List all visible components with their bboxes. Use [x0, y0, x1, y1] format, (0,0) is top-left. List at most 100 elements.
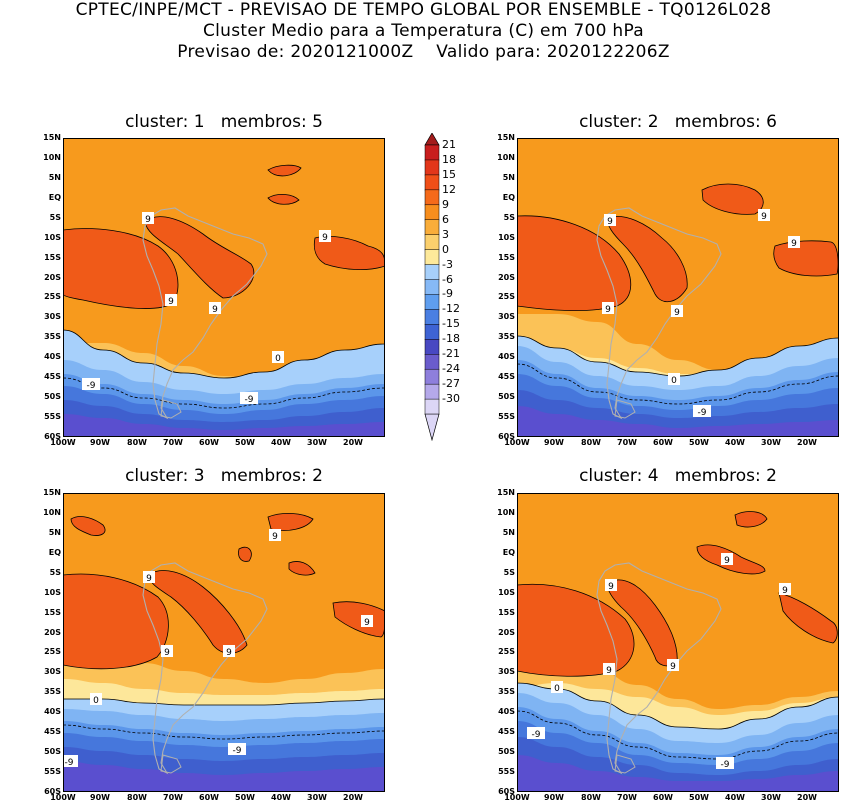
svg-text:9: 9	[164, 648, 170, 658]
contour-label-minus9: -9	[82, 378, 100, 391]
warm-core-1	[517, 583, 635, 677]
lat-tick-label: 5N	[48, 527, 61, 537]
contour-label-9: 9	[667, 659, 679, 672]
lat-tick-label: 10N	[497, 152, 515, 162]
colorbar-swatch	[424, 294, 440, 310]
warm-core-3	[701, 183, 764, 215]
lat-tick-label: 10N	[497, 507, 515, 517]
contour-label-minus9: -9	[228, 743, 246, 756]
contour-label-0: 0	[90, 693, 102, 706]
lon-tick-label: 50W	[689, 793, 709, 802]
lon-tick-label: 90W	[544, 793, 564, 802]
lat-tick-label: 30S	[44, 667, 61, 677]
lat-tick-label: 30S	[498, 312, 515, 322]
svg-text:9: 9	[674, 308, 680, 318]
lat-tick-label: 10S	[44, 232, 61, 242]
map-canvas-3: 9 9 9 9 9 0 -9 -9	[63, 493, 385, 792]
lat-tick-label: 30S	[44, 312, 61, 322]
colorbar-tick-label: 6	[442, 212, 449, 226]
lon-tick-label: 100W	[504, 793, 530, 802]
lon-tick-label: 70W	[617, 438, 637, 447]
svg-text:9: 9	[724, 556, 730, 566]
map-panel-cluster-2: 9 9 9 9 9 0 -9	[517, 138, 839, 437]
colorbar-tick-label: -27	[442, 377, 460, 391]
contour-minus9	[63, 377, 385, 409]
lat-tick-label: 60S	[498, 432, 515, 441]
svg-text:0: 0	[275, 354, 281, 364]
contour-label-minus9: -9	[527, 727, 545, 740]
colorbar-tick-label: 0	[442, 242, 449, 256]
contour-minus9	[517, 363, 839, 405]
colorbar-swatch	[424, 249, 440, 266]
lon-tick-label: 60W	[199, 438, 219, 447]
svg-text:9: 9	[364, 618, 370, 628]
lon-tick-label: 30W	[307, 438, 327, 447]
lat-tick-label: 35S	[498, 332, 515, 342]
colorbar-swatch	[424, 339, 440, 355]
lat-tick-label: 50S	[498, 392, 515, 402]
warm-core-2	[144, 216, 255, 299]
lat-tick-label: 45S	[498, 372, 515, 382]
figure-title-line-1: CPTEC/INPE/MCT - PREVISAO DE TEMPO GLOBA…	[75, 0, 772, 20]
colorbar-tick-label: -30	[442, 392, 460, 406]
warm-core-4	[70, 516, 106, 536]
map-frame	[63, 138, 385, 437]
map-panel-cluster-1: 9 9 9 9 0 -9 -9	[63, 138, 385, 437]
lat-tick-label: 15N	[43, 488, 61, 497]
lat-tick-label: 55S	[44, 412, 61, 422]
colorbar-tick-label: -12	[442, 302, 460, 316]
colorbar-tick-label: -21	[442, 347, 460, 361]
lon-tick-label: 20W	[343, 438, 363, 447]
lat-tick-label: 40S	[498, 352, 515, 362]
panel-2-title: cluster: 2 membros: 6	[579, 112, 777, 132]
lat-tick-label: 15S	[498, 607, 515, 617]
lat-tick-label: 25S	[44, 292, 61, 302]
contour-label-9: 9	[603, 663, 615, 676]
lon-tick-label: 50W	[235, 438, 255, 447]
lon-tick-label: 40W	[725, 793, 745, 802]
colorbar-swatch	[424, 174, 440, 191]
colorbar-swatch	[424, 368, 440, 385]
lat-tick-label: 40S	[44, 352, 61, 362]
colorbar-tick-label: 9	[442, 197, 449, 211]
map-panel-cluster-4: 9 9 9 9 9 0 -9 -9	[517, 493, 839, 792]
lon-tick-label: 50W	[235, 793, 255, 802]
svg-text:9: 9	[605, 305, 611, 315]
svg-text:9: 9	[168, 297, 174, 307]
lon-tick-label: 20W	[797, 793, 817, 802]
lat-tick-label: 10S	[44, 587, 61, 597]
colorbar-tick-label: 18	[442, 152, 456, 166]
lon-tick-label: 60W	[653, 793, 673, 802]
lat-tick-label: 15S	[44, 252, 61, 262]
band-minus18-minus15	[517, 755, 839, 792]
warm-core-3	[313, 236, 385, 270]
lon-tick-label: 70W	[163, 438, 183, 447]
lon-tick-label: 30W	[761, 793, 781, 802]
svg-text:9: 9	[145, 215, 151, 225]
patagonia-outline	[160, 754, 182, 774]
lon-tick-label: 100W	[50, 438, 76, 447]
lat-tick-label: 10N	[43, 152, 61, 162]
colorbar-swatch	[424, 159, 440, 176]
figure-title-line-3: Previsao de: 2020121000Z Valido para: 20…	[177, 42, 670, 62]
lat-tick-label: EQ	[502, 192, 515, 202]
contour-label-0: 0	[668, 373, 680, 386]
lon-tick-label: 80W	[581, 438, 601, 447]
lat-tick-label: 60S	[44, 432, 61, 441]
colorbar-bottom-arrow	[424, 413, 440, 441]
lat-tick-label: 10S	[498, 587, 515, 597]
lat-tick-label: 30S	[498, 667, 515, 677]
colorbar-tick-label: -15	[442, 317, 460, 331]
colorbar-swatch	[424, 324, 440, 340]
lat-tick-label: 15S	[498, 252, 515, 262]
colorbar-swatch	[424, 264, 440, 281]
lat-tick-label: 5N	[48, 172, 61, 182]
contour-label-9: 9	[269, 529, 281, 542]
lat-tick-label: 5S	[503, 567, 515, 577]
contour-label-minus9: -9	[716, 757, 734, 770]
svg-text:9: 9	[226, 648, 232, 658]
lat-tick-label: 15N	[497, 488, 515, 497]
lat-tick-label: 5N	[502, 527, 515, 537]
warm-core-2	[606, 579, 678, 667]
contour-label-9: 9	[165, 294, 177, 307]
